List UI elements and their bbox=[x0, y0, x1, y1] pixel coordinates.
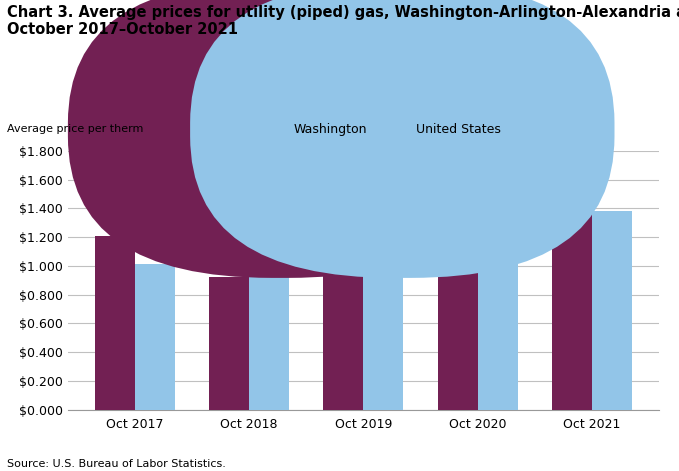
Bar bbox=[249, 262, 289, 410]
Bar bbox=[477, 257, 517, 410]
Bar bbox=[134, 264, 175, 410]
Text: Washington: Washington bbox=[293, 123, 367, 136]
Text: Source: U.S. Bureau of Labor Statistics.: Source: U.S. Bureau of Labor Statistics. bbox=[7, 459, 225, 469]
Text: Chart 3. Average prices for utility (piped) gas, Washington-Arlington-Alexandria: Chart 3. Average prices for utility (pip… bbox=[7, 5, 679, 37]
Bar bbox=[323, 239, 363, 410]
Bar bbox=[592, 211, 631, 410]
Bar bbox=[209, 277, 249, 410]
Bar bbox=[552, 179, 592, 410]
Bar bbox=[437, 235, 477, 410]
Text: Average price per therm: Average price per therm bbox=[7, 124, 143, 134]
Text: United States: United States bbox=[416, 123, 500, 136]
Bar bbox=[95, 236, 134, 410]
Bar bbox=[363, 261, 403, 410]
